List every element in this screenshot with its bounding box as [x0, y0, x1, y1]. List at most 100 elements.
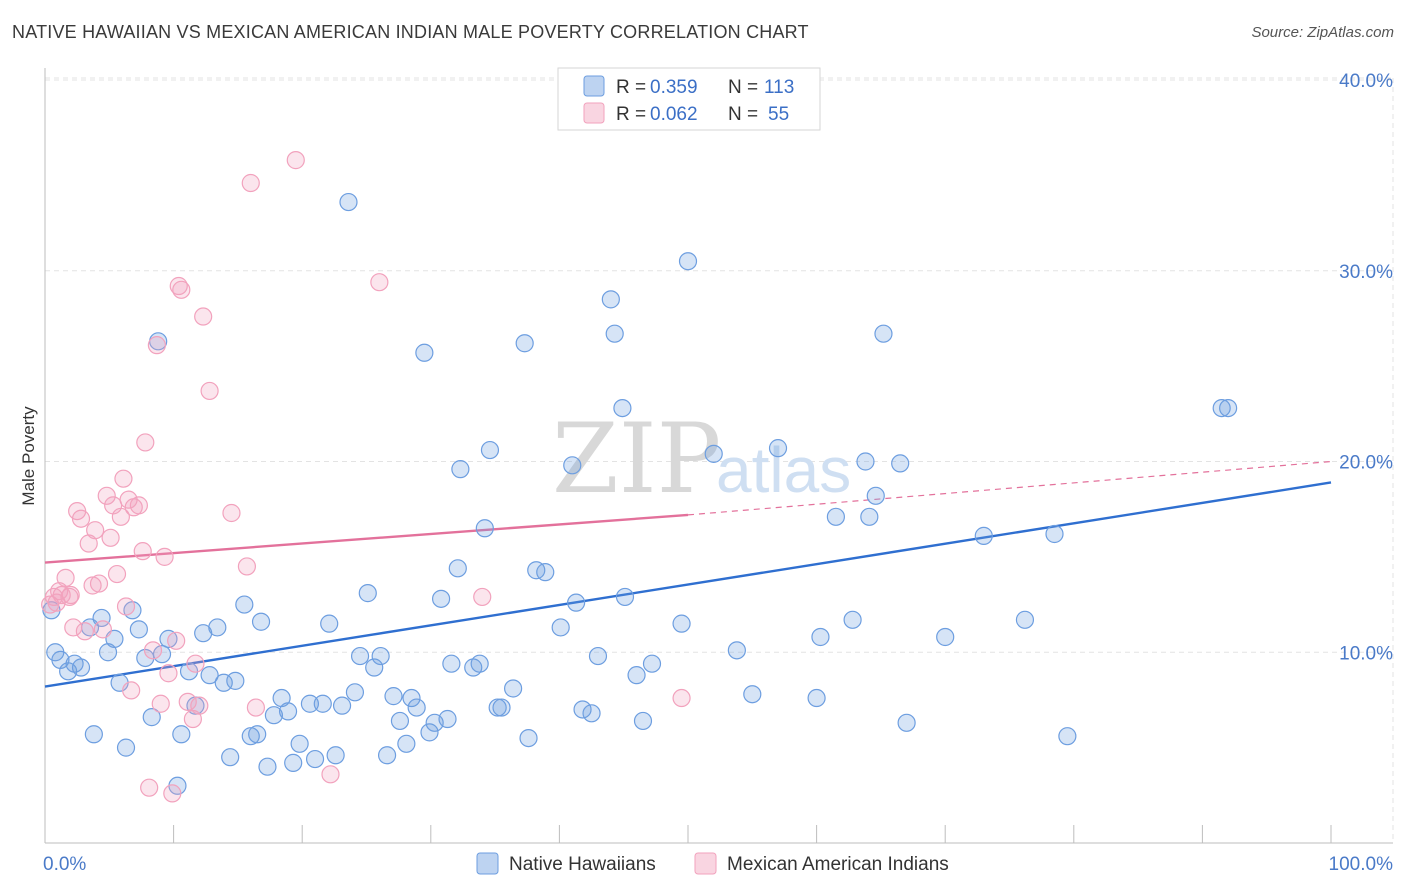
point-native-hawaiians-51 [371, 646, 390, 666]
point-native-hawaiians-95 [768, 439, 788, 458]
point-mexican-american-indians-44 [237, 557, 257, 576]
stats-n-value-1: 113 [764, 77, 794, 98]
point-mexican-american-indians-19 [114, 469, 133, 488]
legend-swatch-mexican-american-indians [694, 852, 717, 875]
point-native-hawaiians-101 [860, 507, 879, 526]
point-native-hawaiians-87 [627, 666, 646, 685]
point-mexican-american-indians-41 [194, 307, 213, 326]
point-mexican-american-indians-34 [167, 631, 186, 650]
point-native-hawaiians-57 [407, 698, 426, 717]
point-mexican-american-indians-3 [56, 568, 75, 587]
point-native-hawaiians-72 [504, 679, 523, 698]
point-native-hawaiians-39 [290, 734, 309, 753]
stats-r-label-1: R = [616, 77, 646, 98]
point-mexican-american-indians-45 [241, 173, 260, 193]
point-native-hawaiians-75 [527, 561, 546, 580]
point-native-hawaiians-42 [313, 694, 332, 713]
point-mexican-american-indians-31 [155, 547, 174, 566]
watermark-atlas: atlas [716, 434, 851, 506]
point-native-hawaiians-59 [420, 723, 439, 742]
point-mexican-american-indians-29 [147, 336, 166, 355]
stats-swatch-native-hawaiians [583, 75, 605, 97]
point-native-hawaiians-108 [1015, 610, 1035, 629]
source-label: Source: ZipAtlas.com [1251, 24, 1394, 41]
axes [44, 68, 1393, 844]
point-native-hawaiians-63 [442, 654, 461, 673]
watermark-zip: ZIP [552, 403, 721, 515]
legend-label-mexican-american-indians: Mexican American Indians [727, 854, 949, 875]
point-mexican-american-indians-18 [111, 507, 130, 526]
point-native-hawaiians-65 [451, 460, 470, 479]
point-native-hawaiians-68 [475, 519, 494, 538]
point-native-hawaiians-79 [567, 593, 586, 612]
point-mexican-american-indians-28 [143, 641, 163, 660]
y-tick-label-0: 10.0% [1339, 643, 1393, 664]
point-mexican-american-indians-51 [672, 688, 691, 708]
point-native-hawaiians-50 [365, 658, 384, 677]
point-mexican-american-indians-12 [89, 574, 109, 593]
series-legend: Native Hawaiians Mexican American Indian… [476, 852, 949, 875]
point-native-hawaiians-5 [71, 658, 91, 677]
point-native-hawaiians-64 [448, 559, 467, 578]
point-native-hawaiians-48 [350, 646, 370, 666]
point-native-hawaiians-22 [179, 662, 199, 681]
point-native-hawaiians-32 [248, 725, 267, 744]
point-native-hawaiians-54 [390, 711, 410, 731]
point-native-hawaiians-67 [470, 654, 489, 673]
point-native-hawaiians-98 [826, 507, 845, 526]
point-native-hawaiians-109 [1045, 524, 1064, 544]
point-native-hawaiians-62 [438, 709, 457, 729]
point-native-hawaiians-56 [402, 688, 421, 708]
trendline-mexican-american-indians-extension-1 [687, 460, 1332, 516]
point-native-hawaiians-33 [251, 612, 271, 631]
point-native-hawaiians-53 [384, 687, 403, 706]
stats-legend: R = 0.359 N = 113 R = 0.062 N = 55 [557, 67, 821, 131]
point-mexican-american-indians-26 [136, 433, 155, 452]
point-native-hawaiians-30 [235, 595, 254, 614]
point-native-hawaiians-38 [284, 753, 303, 772]
point-native-hawaiians-105 [897, 713, 916, 732]
point-native-hawaiians-41 [305, 749, 325, 769]
point-native-hawaiians-74 [519, 728, 538, 748]
point-mexican-american-indians-22 [122, 681, 141, 700]
point-native-hawaiians-76 [536, 563, 555, 582]
stats-r-value-1: 0.359 [650, 77, 698, 98]
point-native-hawaiians-7 [84, 725, 103, 744]
stats-r-label-2: R = [616, 104, 646, 125]
point-native-hawaiians-112 [1212, 398, 1231, 418]
point-mexican-american-indians-42 [200, 381, 219, 401]
point-native-hawaiians-82 [588, 646, 608, 666]
point-mexican-american-indians-15 [101, 528, 120, 547]
point-native-hawaiians-103 [874, 324, 893, 343]
point-native-hawaiians-93 [727, 641, 746, 660]
watermark: ZIP atlas [552, 403, 851, 515]
point-mexican-american-indians-7 [71, 509, 91, 528]
point-native-hawaiians-97 [811, 627, 830, 647]
point-native-hawaiians-110 [1058, 727, 1077, 746]
point-mexican-american-indians-8 [75, 622, 94, 641]
point-mexican-american-indians-49 [370, 273, 389, 292]
point-native-hawaiians-107 [974, 526, 993, 545]
point-mexican-american-indians-17 [107, 564, 127, 584]
point-native-hawaiians-29 [226, 671, 245, 690]
point-mexican-american-indians-27 [140, 778, 159, 797]
point-native-hawaiians-70 [488, 698, 507, 717]
point-mexican-american-indians-24 [129, 496, 148, 515]
point-native-hawaiians-83 [601, 290, 620, 309]
x-tick-label-min: 0.0% [43, 854, 86, 875]
point-native-hawaiians-18 [152, 645, 172, 664]
y-tick-labels: 10.0% 20.0% 30.0% 40.0% [1339, 71, 1393, 664]
point-native-hawaiians-92 [704, 444, 723, 463]
gridlines [45, 77, 1394, 843]
legend-label-native-hawaiians: Native Hawaiians [509, 854, 656, 875]
point-mexican-american-indians-30 [151, 694, 170, 713]
stats-legend-box [557, 67, 821, 131]
point-native-hawaiians-89 [642, 654, 662, 673]
point-mexican-american-indians-54 [61, 585, 80, 605]
point-mexican-american-indians-25 [133, 542, 152, 561]
point-mexican-american-indians-10 [83, 576, 102, 595]
stats-r-value-2: 0.062 [650, 104, 698, 125]
point-native-hawaiians-27 [214, 673, 233, 692]
y-tick-label-1: 20.0% [1339, 453, 1393, 474]
